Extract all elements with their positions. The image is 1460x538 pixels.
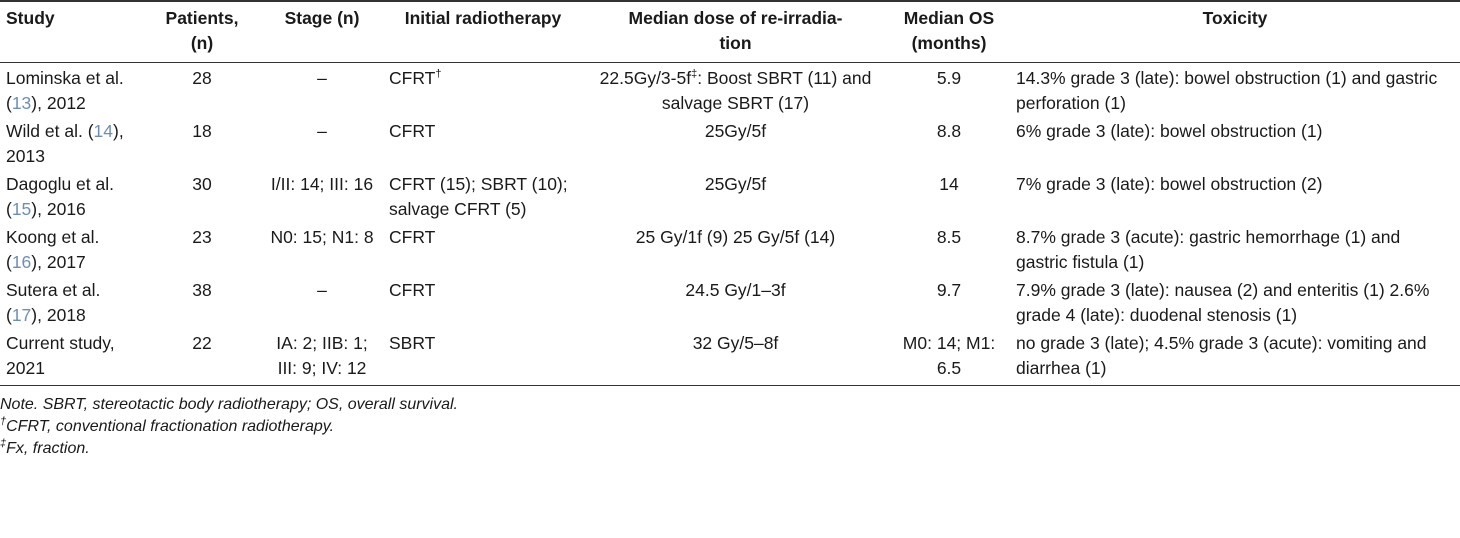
cell-study: Wild et al. (14), 2013 bbox=[6, 121, 124, 166]
cell-os: 5.9 bbox=[936, 68, 962, 88]
reference-link[interactable]: 13 bbox=[11, 93, 32, 113]
cell-stage: – bbox=[317, 68, 327, 88]
cell-dose: 24.5 Gy/1–3f bbox=[685, 280, 786, 300]
cell-study: Dagoglu et al. (15), 2016 bbox=[6, 174, 114, 219]
cell-patients: 22 bbox=[143, 328, 261, 386]
cell-os: 14 bbox=[939, 174, 959, 194]
note-cfrt: †CFRT, conventional fractionation radiot… bbox=[0, 415, 335, 435]
cell-stage: – bbox=[317, 280, 327, 300]
cell-dose: 25 Gy/1f (9) 25 Gy/5f (14) bbox=[635, 227, 836, 247]
cell-toxicity: 7% grade 3 (late): bowel obstruction (2) bbox=[1016, 174, 1323, 194]
cell-patients: 38 bbox=[192, 280, 212, 300]
cell-study: Koong et al. (16), 2017 bbox=[6, 227, 100, 272]
table-row: Wild et al. (14), 2013 18 – CFRT 25Gy/5f… bbox=[0, 116, 1460, 169]
table-row: Lominska et al. (13), 2012 28 – CFRT† 22… bbox=[0, 63, 1460, 117]
cell-toxicity: 14.3% grade 3 (late): bowel obstruction … bbox=[1016, 68, 1438, 113]
cell-dose: 32 Gy/5–8f bbox=[583, 328, 888, 386]
cell-patients: 30 bbox=[192, 174, 212, 194]
cell-initial: CFRT (15); SBRT (10); salvage CFRT (5) bbox=[389, 174, 568, 219]
cell-os: 9.7 bbox=[936, 280, 962, 300]
cell-os: M0: 14; M1: 6.5 bbox=[888, 328, 1010, 386]
reference-link[interactable]: 17 bbox=[11, 305, 32, 325]
cell-initial: CFRT bbox=[389, 121, 436, 141]
note-fx: ‡Fx, fraction. bbox=[0, 437, 90, 457]
cell-dose: 22.5Gy/3-5f‡: Boost SBRT (11) and salvag… bbox=[599, 68, 872, 113]
header-row: Study Patients, (n) Stage (n) Initial rad… bbox=[0, 0, 1460, 63]
reference-link[interactable]: 16 bbox=[11, 252, 32, 272]
cell-stage: N0: 15; N1: 8 bbox=[270, 227, 374, 247]
cell-dose: 25Gy/5f bbox=[704, 121, 767, 141]
header-median-os: Median OS (months) bbox=[888, 0, 1010, 63]
cell-stage: IA: 2; IIB: 1; III: 9; IV: 12 bbox=[261, 328, 383, 386]
table-row: Dagoglu et al. (15), 2016 30 I/II: 14; I… bbox=[0, 169, 1460, 222]
table-row: Sutera et al. (17), 2018 38 – CFRT 24.5 … bbox=[0, 275, 1460, 328]
header-stage: Stage (n) bbox=[261, 0, 383, 63]
table-row: Koong et al. (16), 2017 23 N0: 15; N1: 8… bbox=[0, 222, 1460, 275]
cell-patients: 18 bbox=[192, 121, 212, 141]
reference-link[interactable]: 14 bbox=[93, 121, 113, 141]
header-initial-radiotherapy: Initial radiotherapy bbox=[383, 0, 583, 63]
cell-toxicity: 7.9% grade 3 (late): nausea (2) and ente… bbox=[1016, 280, 1430, 325]
header-patients: Patients, (n) bbox=[143, 0, 261, 63]
cell-initial: SBRT bbox=[383, 328, 583, 386]
header-median-dose: Median dose of re-irradia-tion bbox=[583, 0, 888, 63]
cell-os: 8.5 bbox=[936, 227, 962, 247]
table-notes: Note. SBRT, stereotactic body radiothera… bbox=[0, 386, 1460, 460]
reference-link[interactable]: 15 bbox=[11, 199, 32, 219]
cell-stage: – bbox=[317, 121, 327, 141]
cell-os: 8.8 bbox=[936, 121, 962, 141]
cell-toxicity: no grade 3 (late); 4.5% grade 3 (acute):… bbox=[1010, 328, 1460, 386]
cell-initial: CFRT bbox=[389, 280, 436, 300]
cell-stage: I/II: 14; III: 16 bbox=[270, 174, 374, 194]
cell-toxicity: 8.7% grade 3 (acute): gastric hemorrhage… bbox=[1016, 227, 1401, 272]
cell-patients: 28 bbox=[192, 68, 212, 88]
cell-initial: CFRT bbox=[389, 227, 436, 247]
cell-study: Sutera et al. (17), 2018 bbox=[6, 280, 101, 325]
cell-toxicity: 6% grade 3 (late): bowel obstruction (1) bbox=[1016, 121, 1323, 141]
header-toxicity: Toxicity bbox=[1010, 0, 1460, 63]
note-abbreviations: Note. SBRT, stereotactic body radiothera… bbox=[0, 396, 458, 413]
table-row: Current study, 2021 22 IA: 2; IIB: 1; II… bbox=[0, 328, 1460, 386]
header-study: Study bbox=[0, 0, 143, 63]
cell-study: Lominska et al. (13), 2012 bbox=[6, 68, 124, 113]
cell-patients: 23 bbox=[192, 227, 212, 247]
cell-dose: 25Gy/5f bbox=[704, 174, 767, 194]
cell-study: Current study, 2021 bbox=[0, 328, 143, 386]
cell-initial: CFRT† bbox=[389, 68, 442, 88]
comparison-table: Study Patients, (n) Stage (n) Initial rad… bbox=[0, 0, 1460, 386]
